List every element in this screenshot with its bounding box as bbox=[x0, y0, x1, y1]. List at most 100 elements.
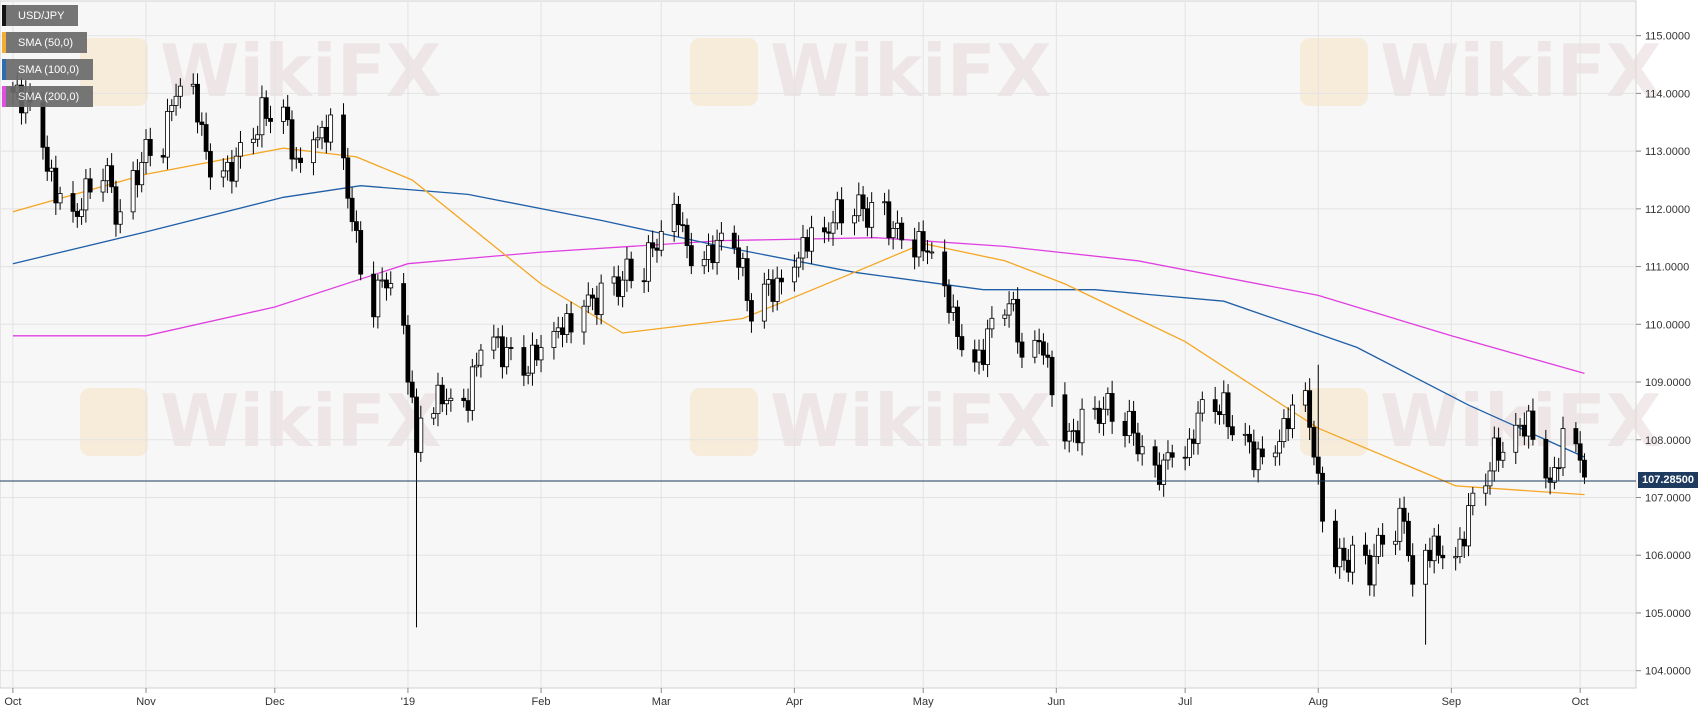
candle-up bbox=[555, 327, 561, 332]
candle-down bbox=[1341, 547, 1347, 561]
candle-down bbox=[1152, 446, 1158, 466]
candle-up bbox=[165, 111, 170, 158]
candle-down bbox=[439, 384, 445, 405]
candle-down bbox=[461, 397, 467, 402]
candle-up bbox=[504, 347, 510, 368]
legend-swatch-sma200 bbox=[2, 86, 6, 107]
candle-up bbox=[259, 97, 265, 136]
candle-down bbox=[285, 106, 291, 121]
candle-up bbox=[1066, 430, 1072, 442]
x-tick-label: Sep bbox=[1442, 696, 1462, 708]
candle-up bbox=[714, 239, 720, 264]
y-tick-label: 105.0000 bbox=[1645, 608, 1691, 620]
candle-up bbox=[100, 180, 106, 193]
legend-swatch-sma100 bbox=[2, 59, 6, 80]
candle-down bbox=[1045, 354, 1051, 358]
candle-down bbox=[203, 124, 209, 152]
candle-down bbox=[147, 139, 153, 156]
candle-down bbox=[345, 157, 351, 199]
candle-down bbox=[731, 232, 737, 249]
candle-down bbox=[1311, 426, 1317, 458]
watermark-logo bbox=[1300, 388, 1368, 456]
candle-down bbox=[1169, 452, 1175, 458]
x-tick-label: Jul bbox=[1178, 696, 1192, 708]
candle-up bbox=[1092, 407, 1098, 410]
sma200-line bbox=[12, 237, 1585, 375]
candle-down bbox=[942, 251, 948, 287]
candle-down bbox=[568, 313, 574, 333]
candle-down bbox=[590, 294, 595, 299]
candle-up bbox=[1423, 549, 1428, 585]
candle-down bbox=[353, 221, 359, 231]
candle-down bbox=[499, 336, 505, 368]
x-tick-label: Oct bbox=[4, 696, 21, 708]
candle-down bbox=[53, 167, 59, 204]
candle-up bbox=[1560, 428, 1566, 469]
candle-up bbox=[1350, 544, 1355, 573]
candle-up bbox=[916, 231, 922, 258]
candle-down bbox=[208, 151, 213, 178]
candle-up bbox=[57, 193, 63, 204]
candle-down bbox=[980, 349, 986, 365]
candle-down bbox=[1307, 390, 1313, 428]
candle-up bbox=[766, 279, 772, 285]
legend-label-usdjpy: USD/JPY bbox=[18, 9, 65, 22]
sma50-line bbox=[12, 147, 1585, 496]
candle-up bbox=[581, 305, 587, 333]
watermark-text: WikiFX bbox=[1380, 379, 1661, 463]
candle-up bbox=[538, 347, 544, 361]
candle-up bbox=[220, 170, 226, 178]
candle-down bbox=[560, 327, 565, 335]
candle-down bbox=[1577, 443, 1583, 461]
candle-up bbox=[895, 222, 900, 229]
candle-up bbox=[478, 349, 484, 366]
candle-down bbox=[676, 203, 681, 226]
legend-item-sma50[interactable]: SMA (50,0) bbox=[2, 32, 88, 53]
candle-up bbox=[1139, 446, 1145, 455]
x-tick-label: '19 bbox=[401, 696, 415, 708]
candle-down bbox=[615, 276, 621, 297]
candle-up bbox=[834, 199, 840, 224]
candle-down bbox=[229, 161, 235, 182]
candle-up bbox=[173, 95, 179, 106]
candle-up bbox=[564, 313, 570, 335]
candle-up bbox=[706, 244, 711, 260]
candle-down bbox=[1075, 430, 1081, 444]
y-tick-label: 111.0000 bbox=[1645, 262, 1689, 274]
legend-label-sma200: SMA (200,0) bbox=[18, 90, 80, 103]
candle-down bbox=[534, 344, 540, 361]
candle-down bbox=[44, 146, 50, 172]
legend-item-sma100[interactable]: SMA (100,0) bbox=[2, 59, 94, 80]
candle-up bbox=[1071, 430, 1076, 433]
candle-down bbox=[972, 349, 978, 363]
legend-item-sma200[interactable]: SMA (200,0) bbox=[2, 86, 94, 107]
candle-up bbox=[1161, 459, 1167, 485]
candle-down bbox=[1109, 393, 1115, 422]
candle-up bbox=[1101, 408, 1106, 424]
candle-up bbox=[985, 328, 991, 365]
candle-up bbox=[225, 161, 230, 172]
candle-up bbox=[530, 344, 535, 374]
candle-down bbox=[654, 247, 660, 251]
candle-up bbox=[444, 400, 449, 405]
candle-down bbox=[1212, 399, 1218, 412]
candle-up bbox=[852, 215, 857, 224]
candle-down bbox=[263, 97, 269, 119]
candle-down bbox=[1182, 456, 1188, 459]
candle-up bbox=[495, 336, 501, 339]
watermark-text: WikiFX bbox=[160, 29, 441, 113]
candle-up bbox=[1453, 556, 1459, 559]
candle-down bbox=[912, 239, 918, 258]
candle-up bbox=[233, 155, 239, 182]
candle-up bbox=[1483, 485, 1489, 494]
candle-down bbox=[199, 121, 205, 125]
candle-up bbox=[929, 251, 935, 254]
candle-down bbox=[744, 258, 750, 301]
candle-up bbox=[104, 165, 110, 182]
legend-item-usdjpy[interactable]: USD/JPY bbox=[2, 5, 79, 26]
candle-up bbox=[740, 258, 746, 268]
candle-down bbox=[521, 347, 527, 376]
candle-up bbox=[1165, 452, 1171, 461]
candle-down bbox=[1547, 477, 1553, 483]
candle-down bbox=[1315, 456, 1321, 474]
